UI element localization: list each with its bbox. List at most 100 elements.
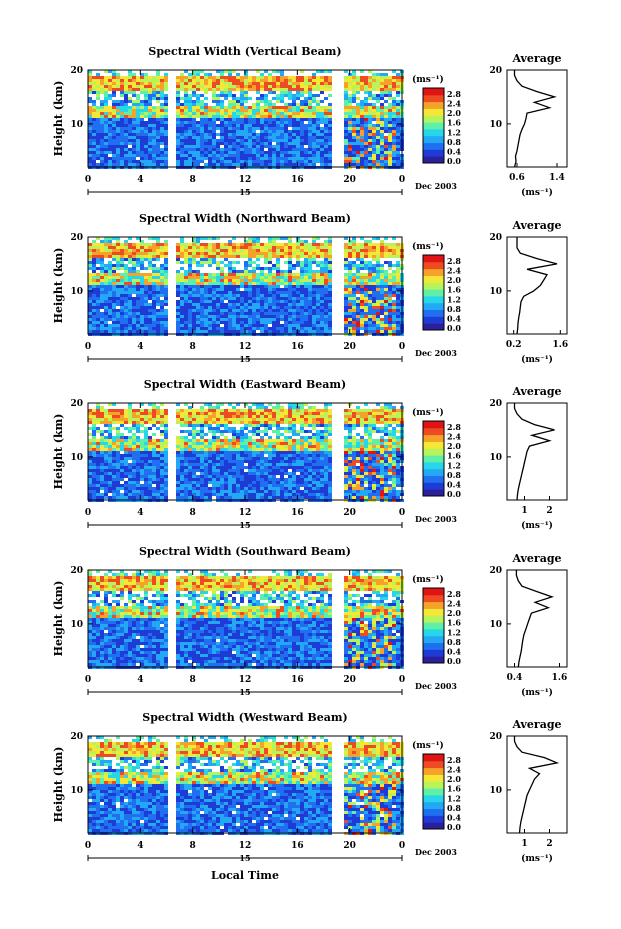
heatmap-cell (344, 291, 348, 294)
heatmap-cell (236, 285, 240, 288)
heatmap-cell (244, 315, 248, 318)
heatmap-cell (388, 91, 392, 94)
heatmap-cell (288, 139, 292, 142)
heatmap-cell (180, 276, 184, 279)
heatmap-cell (292, 106, 296, 109)
heatmap-cell (280, 297, 284, 300)
heatmap-cell (388, 321, 392, 324)
heatmap-cell (224, 252, 228, 255)
heatmap-cell (96, 106, 100, 109)
heatmap-cell (152, 157, 156, 160)
heatmap-cell (248, 118, 252, 121)
heatmap-cell (160, 255, 164, 258)
heatmap-cell (380, 294, 384, 297)
heatmap-cell (344, 321, 348, 324)
heatmap-cell (132, 157, 136, 160)
heatmap-cell (224, 291, 228, 294)
heatmap-cell (188, 97, 192, 100)
heatmap-cell (272, 273, 276, 276)
heatmap-cell (132, 124, 136, 127)
heatmap-cell (108, 240, 112, 243)
heatmap-cell (104, 484, 108, 487)
heatmap-cell (152, 300, 156, 303)
heatmap-cell (248, 276, 252, 279)
heatmap-cell (296, 160, 300, 163)
heatmap-cell (124, 487, 128, 490)
heatmap-cell (360, 136, 364, 139)
heatmap-cell (240, 330, 244, 333)
heatmap-cell (356, 115, 360, 118)
heatmap-cell (316, 264, 320, 267)
heatmap-cell (124, 76, 128, 79)
heatmap-cell (244, 91, 248, 94)
heatmap-cell (132, 103, 136, 106)
heatmap-cell (112, 82, 116, 85)
heatmap-cell (88, 412, 92, 415)
heatmap-cell (140, 478, 144, 481)
heatmap-cell (164, 303, 168, 306)
heatmap-cell (100, 312, 104, 315)
colorbar-swatch (423, 149, 444, 157)
heatmap-cell (280, 294, 284, 297)
heatmap-cell (116, 103, 120, 106)
heatmap-cell (120, 136, 124, 139)
heatmap-cell (108, 475, 112, 478)
heatmap-cell (136, 418, 140, 421)
heatmap-cell (112, 70, 116, 73)
heatmap-cell (296, 288, 300, 291)
heatmap-cell (344, 237, 348, 240)
heatmap-cell (292, 151, 296, 154)
heatmap-cell (160, 318, 164, 321)
heatmap-cell (176, 133, 180, 136)
heatmap-cell (116, 118, 120, 121)
heatmap-cell (184, 121, 188, 124)
heatmap-cell (124, 79, 128, 82)
heatmap-cell (256, 88, 260, 91)
heatmap-cell (124, 300, 128, 303)
heatmap-cell (200, 261, 204, 264)
heatmap-cell (164, 148, 168, 151)
heatmap-cell (128, 309, 132, 312)
heatmap-cell (196, 264, 200, 267)
heatmap-cell (288, 330, 292, 333)
heatmap-cell (300, 136, 304, 139)
heatmap-cell (376, 243, 380, 246)
heatmap-cell (288, 243, 292, 246)
heatmap-cell (324, 255, 328, 258)
heatmap-cell (324, 163, 328, 166)
heatmap-cell (300, 261, 304, 264)
heatmap-cell (164, 79, 168, 82)
heatmap-cell (244, 121, 248, 124)
colorbar-swatch (423, 115, 444, 123)
heatmap-cell (268, 255, 272, 258)
heatmap-cell (120, 252, 124, 255)
heatmap-cell (188, 273, 192, 276)
heatmap-cell (264, 252, 268, 255)
heatmap-cell (96, 82, 100, 85)
heatmap-cell (312, 112, 316, 115)
heatmap-cell (300, 246, 304, 249)
heatmap-cell (112, 403, 116, 406)
heatmap-cell (364, 160, 368, 163)
heatmap-cell (120, 318, 124, 321)
heatmap-cell (284, 94, 288, 97)
heatmap-cell (296, 318, 300, 321)
heatmap-cell (132, 264, 136, 267)
heatmap-cell (392, 148, 396, 151)
heatmap-cell (268, 118, 272, 121)
heatmap-cell (388, 312, 392, 315)
heatmap-cell (96, 324, 100, 327)
heatmap-cell (128, 142, 132, 145)
heatmap-cell (308, 258, 312, 261)
heatmap-cell (220, 160, 224, 163)
heatmap-cell (192, 121, 196, 124)
heatmap-cell (396, 282, 400, 285)
heatmap-cell (324, 243, 328, 246)
heatmap-cell (224, 327, 228, 330)
heatmap-cell (232, 252, 236, 255)
heatmap-cell (188, 303, 192, 306)
heatmap-cell (136, 454, 140, 457)
heatmap-cell (304, 85, 308, 88)
heatmap-cell (316, 270, 320, 273)
heatmap-cell (364, 279, 368, 282)
